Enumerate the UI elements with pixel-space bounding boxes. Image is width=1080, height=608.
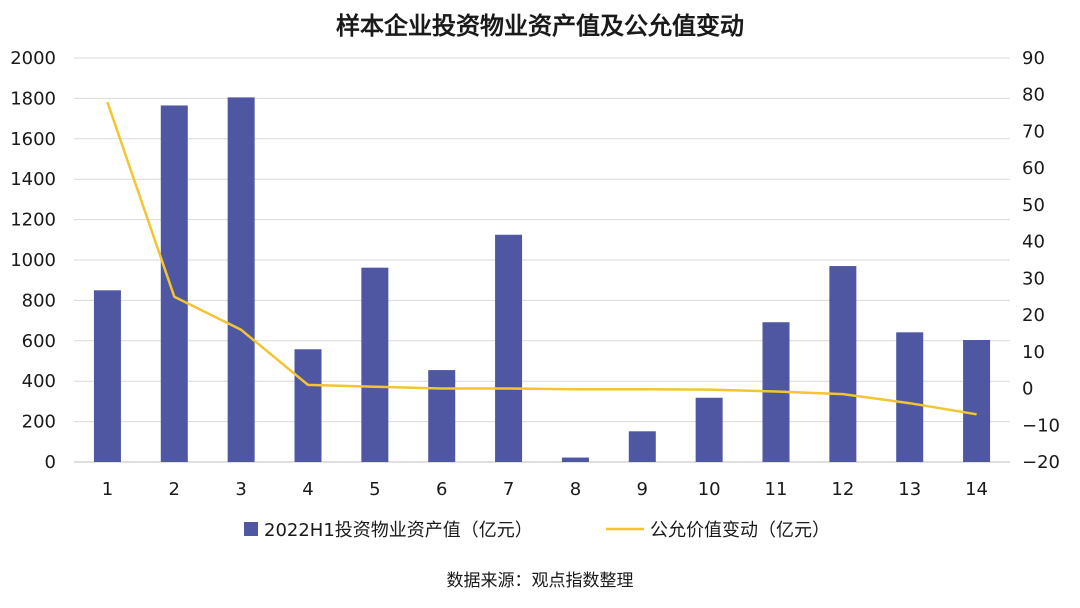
bar (963, 339, 991, 462)
x-tick-label: 3 (235, 479, 246, 500)
right-tick-label: 60 (1022, 158, 1045, 179)
x-tick-label: 7 (503, 479, 514, 500)
bar (561, 457, 589, 462)
gridlines (74, 57, 1010, 463)
source-note: 数据来源：观点指数整理 (447, 571, 634, 591)
right-tick-label: −20 (1022, 452, 1060, 473)
x-tick-label: 14 (965, 479, 988, 500)
right-tick-label: 40 (1022, 232, 1045, 253)
x-tick-label: 1 (102, 479, 113, 500)
bar (93, 290, 121, 462)
fair-value-line (106, 101, 977, 416)
bar (695, 397, 723, 462)
bar (361, 267, 389, 462)
left-tick-label: 1000 (10, 250, 56, 271)
x-tick-label: 8 (570, 479, 581, 500)
bar (227, 97, 255, 462)
x-tick-label: 5 (369, 479, 380, 500)
bar (829, 266, 857, 462)
right-tick-label: 90 (1022, 48, 1045, 69)
x-tick-label: 9 (637, 479, 648, 500)
legend-bar-label: 2022H1投资物业资产值（亿元） (264, 520, 533, 541)
legend-line-label: 公允价值变动（亿元） (650, 520, 830, 541)
right-tick-label: 10 (1022, 342, 1045, 363)
right-tick-label: 0 (1022, 379, 1033, 400)
left-tick-label: 1400 (10, 169, 56, 190)
bar (160, 105, 188, 462)
bar-series (93, 97, 991, 462)
line-series (106, 101, 977, 416)
x-tick-label: 2 (169, 479, 180, 500)
x-tick-label: 11 (765, 479, 788, 500)
bar (628, 431, 656, 462)
left-tick-label: 1800 (10, 88, 56, 109)
right-tick-label: 80 (1022, 85, 1045, 106)
bar (428, 370, 456, 462)
chart-title: 样本企业投资物业资产值及公允值变动 (336, 12, 744, 40)
legend-bar-swatch (244, 522, 258, 536)
right-tick-label: 50 (1022, 195, 1045, 216)
x-axis-ticks: 1 2 3 4 5 6 7 8 9 10 11 12 13 14 (102, 479, 988, 500)
left-tick-label: 200 (22, 412, 56, 433)
right-tick-label: 30 (1022, 268, 1045, 289)
x-tick-label: 13 (898, 479, 921, 500)
bar (495, 234, 523, 462)
x-tick-label: 10 (698, 479, 721, 500)
left-tick-label: 0 (45, 452, 56, 473)
right-axis-ticks: −20 −10 0 10 20 30 40 50 60 70 80 90 (1022, 48, 1060, 473)
left-tick-label: 600 (22, 331, 56, 352)
left-tick-label: 1200 (10, 210, 56, 231)
x-tick-label: 4 (302, 479, 313, 500)
bar (896, 332, 924, 462)
left-axis-ticks: 0 200 400 600 800 1000 1200 1400 1600 1800 2000 (10, 48, 56, 473)
left-tick-label: 2000 (10, 48, 56, 69)
x-tick-label: 6 (436, 479, 447, 500)
left-tick-label: 400 (22, 371, 56, 392)
left-tick-label: 1600 (10, 129, 56, 150)
right-tick-label: 20 (1022, 305, 1045, 326)
legend: 2022H1投资物业资产值（亿元） 公允价值变动（亿元） (244, 520, 830, 541)
left-tick-label: 800 (22, 290, 56, 311)
right-tick-label: 70 (1022, 121, 1045, 142)
right-tick-label: −10 (1022, 415, 1060, 436)
x-tick-label: 12 (831, 479, 854, 500)
bar (294, 349, 322, 462)
